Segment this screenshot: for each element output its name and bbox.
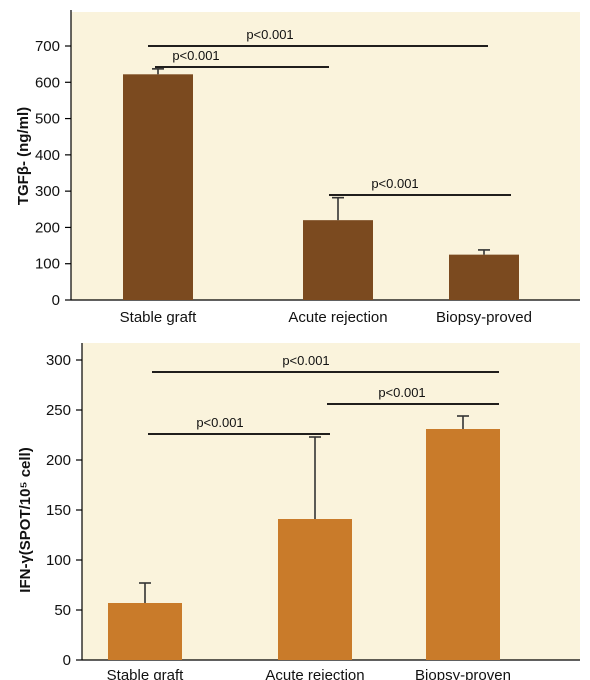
y-axis-label: IFN-γ(SPOT/10⁵ cell) xyxy=(17,447,34,592)
y-tick-label: 50 xyxy=(54,602,71,619)
x-category-label: Stable graft xyxy=(120,309,198,326)
ifn-gamma-chart: IFN-γ(SPOT/10⁵ cell) 050100150200250300 … xyxy=(17,343,580,680)
y-tick-label: 300 xyxy=(46,352,71,369)
y-tick-label: 0 xyxy=(63,652,71,669)
y-tick-label: 250 xyxy=(46,402,71,419)
y-tick-label: 100 xyxy=(35,256,60,273)
y-tick-label: 0 xyxy=(52,292,60,309)
y-tick-label: 100 xyxy=(46,552,71,569)
y-tick-label: 150 xyxy=(46,502,71,519)
significance-label: p<0.001 xyxy=(172,48,219,63)
x-category-label: Acute rejection xyxy=(265,667,364,680)
significance-label: p<0.001 xyxy=(282,353,329,368)
y-tick-label: 600 xyxy=(35,74,60,91)
bar-acute-rejection xyxy=(303,220,373,300)
significance-label: p<0.001 xyxy=(196,415,243,430)
x-category-label: Acute rejection xyxy=(288,309,387,326)
tgf-beta-chart: TGFβ- (ng/ml) 0 100 200 300 400 500 600 700 Sta… xyxy=(15,10,580,326)
bar-acute-rejection xyxy=(278,519,352,660)
y-tick-label: 200 xyxy=(35,219,60,236)
significance-label: p<0.001 xyxy=(246,27,293,42)
y-tick-label: 500 xyxy=(35,111,60,128)
y-axis-label: TGFβ- (ng/ml) xyxy=(15,107,32,205)
x-category-label: Stable graft xyxy=(107,667,185,680)
y-tick-label: 300 xyxy=(35,183,60,200)
bar-stable-graft xyxy=(123,74,193,300)
x-category-label: Biopsy-proved xyxy=(436,309,532,326)
bar-biopsy-proven xyxy=(426,429,500,660)
y-tick-label: 200 xyxy=(46,452,71,469)
bar-stable-graft xyxy=(108,603,182,660)
significance-label: p<0.001 xyxy=(378,385,425,400)
y-tick-label: 700 xyxy=(35,38,60,55)
x-category-label: Biopsy-proven xyxy=(415,667,511,680)
significance-label: p<0.001 xyxy=(371,176,418,191)
bar-biopsy-proved xyxy=(449,254,519,300)
y-tick-label: 400 xyxy=(35,147,60,164)
